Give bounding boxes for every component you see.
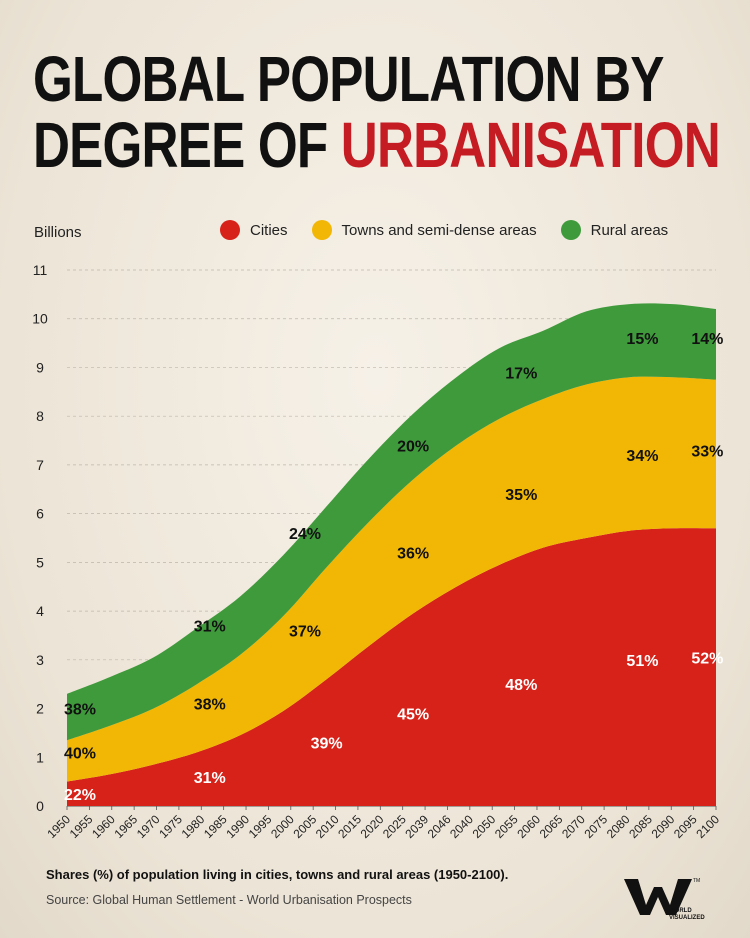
x-tick-label-4: 1970 xyxy=(134,812,163,841)
legend-swatch-rural xyxy=(560,220,581,240)
x-tick-label-15: 2025 xyxy=(380,812,409,841)
x-tick-label-22: 2065 xyxy=(537,812,566,841)
x-tick-label-28: 2095 xyxy=(671,812,700,841)
area-rural-areas xyxy=(67,303,716,741)
x-tick-label-27: 2090 xyxy=(649,812,678,841)
legend-label-cities: Cities xyxy=(250,221,288,239)
world-visualized-logo: TM WORLD VISUALIZED xyxy=(624,878,705,921)
x-tick-label-21: 2060 xyxy=(514,812,543,841)
legend-item-cities: Cities xyxy=(220,220,288,240)
title-line-2-accent: URBANISATION xyxy=(340,109,721,181)
x-tick-label-1: 1955 xyxy=(67,812,96,841)
chart-footnote: Shares (%) of population living in citie… xyxy=(46,867,509,882)
share-label-towns-2055: 35% xyxy=(505,487,537,504)
logo-tm: TM xyxy=(693,878,700,884)
share-label-towns-2005: 37% xyxy=(289,624,321,641)
share-label-cities-1983: 31% xyxy=(194,770,226,787)
y-axis-unit-label: Billions xyxy=(34,224,82,241)
x-tick-label-6: 1980 xyxy=(179,812,208,841)
x-tick-label-19: 2050 xyxy=(470,812,499,841)
logo-text-line-1: WORLD xyxy=(669,908,692,914)
x-tick-label-8: 1990 xyxy=(223,812,252,841)
y-tick-label-9: 9 xyxy=(36,359,44,375)
y-tick-label-11: 11 xyxy=(33,262,48,278)
y-tick-label-4: 4 xyxy=(36,603,44,619)
y-tick-label-10: 10 xyxy=(32,311,48,327)
share-label-cities-2010: 39% xyxy=(311,736,343,753)
share-label-cities-2083: 51% xyxy=(626,653,658,670)
logo-text-line-2: VISUALIZED xyxy=(669,915,705,921)
y-tick-label-3: 3 xyxy=(36,652,44,668)
x-tick-label-0: 1950 xyxy=(44,812,73,841)
x-tick-label-5: 1975 xyxy=(156,812,185,841)
x-tick-label-10: 2000 xyxy=(268,812,297,841)
chart-legend: Cities Towns and semi-dense areas Rural … xyxy=(220,220,692,240)
share-label-cities-2055: 48% xyxy=(505,677,537,694)
share-label-towns-2098: 33% xyxy=(691,443,723,460)
x-tick-label-14: 2020 xyxy=(358,812,387,841)
x-tick-label-20: 2055 xyxy=(492,812,521,841)
share-label-towns-1983: 38% xyxy=(194,697,226,714)
share-label-towns-1953: 40% xyxy=(64,745,96,762)
title-line-1: GLOBAL POPULATION BY xyxy=(33,43,664,115)
y-tick-label-7: 7 xyxy=(36,457,44,473)
logo-mark-icon xyxy=(624,879,692,915)
y-tick-label-0: 0 xyxy=(36,798,44,814)
x-tick-label-7: 1985 xyxy=(201,812,230,841)
y-tick-label-8: 8 xyxy=(36,408,44,424)
share-label-cities-2098: 52% xyxy=(691,650,723,667)
x-tick-label-11: 2005 xyxy=(291,812,320,841)
share-label-rural-1983: 31% xyxy=(194,619,226,636)
share-label-rural-2030: 20% xyxy=(397,438,429,455)
share-label-rural-1953: 38% xyxy=(64,702,96,719)
share-label-rural-2083: 15% xyxy=(626,331,658,348)
share-label-towns-2030: 36% xyxy=(397,546,429,563)
x-tick-label-9: 1995 xyxy=(246,812,275,841)
share-label-cities-2030: 45% xyxy=(397,706,429,723)
share-label-rural-2055: 17% xyxy=(505,365,537,382)
y-tick-label-1: 1 xyxy=(36,749,44,765)
x-tick-label-29: 2100 xyxy=(693,812,722,841)
share-label-towns-2083: 34% xyxy=(626,448,658,465)
share-label-rural-2098: 14% xyxy=(691,331,723,348)
share-label-cities-1953: 22% xyxy=(64,787,96,804)
y-tick-label-5: 5 xyxy=(36,554,44,570)
x-tick-label-25: 2080 xyxy=(604,812,633,841)
y-tick-label-2: 2 xyxy=(36,701,44,717)
legend-label-rural: Rural areas xyxy=(590,221,669,239)
legend-item-towns: Towns and semi-dense areas xyxy=(311,220,537,240)
x-tick-label-17: 2046 xyxy=(425,812,454,841)
area-cities xyxy=(67,528,716,806)
x-tick-label-16: 2039 xyxy=(402,812,431,841)
legend-swatch-cities xyxy=(220,220,240,240)
x-tick-label-23: 2070 xyxy=(559,812,588,841)
legend-label-towns: Towns and semi-dense areas xyxy=(341,221,537,239)
x-tick-label-2: 1960 xyxy=(89,812,118,841)
x-tick-label-13: 2015 xyxy=(335,812,364,841)
title-line-2-prefix: DEGREE OF xyxy=(33,109,341,181)
area-towns-and-semi-dense-areas xyxy=(67,376,716,782)
legend-item-rural: Rural areas xyxy=(560,220,669,240)
legend-swatch-towns xyxy=(311,220,332,240)
x-tick-label-18: 2040 xyxy=(447,812,476,841)
y-tick-label-6: 6 xyxy=(36,506,44,522)
share-label-rural-2005: 24% xyxy=(289,526,321,543)
page-title: GLOBAL POPULATION BY DEGREE OF URBANISAT… xyxy=(33,46,721,178)
x-tick-label-12: 2010 xyxy=(313,812,342,841)
x-tick-label-26: 2085 xyxy=(626,812,655,841)
chart-source: Source: Global Human Settlement - World … xyxy=(46,893,412,907)
x-tick-label-3: 1965 xyxy=(111,812,140,841)
x-tick-label-24: 2075 xyxy=(581,812,610,841)
